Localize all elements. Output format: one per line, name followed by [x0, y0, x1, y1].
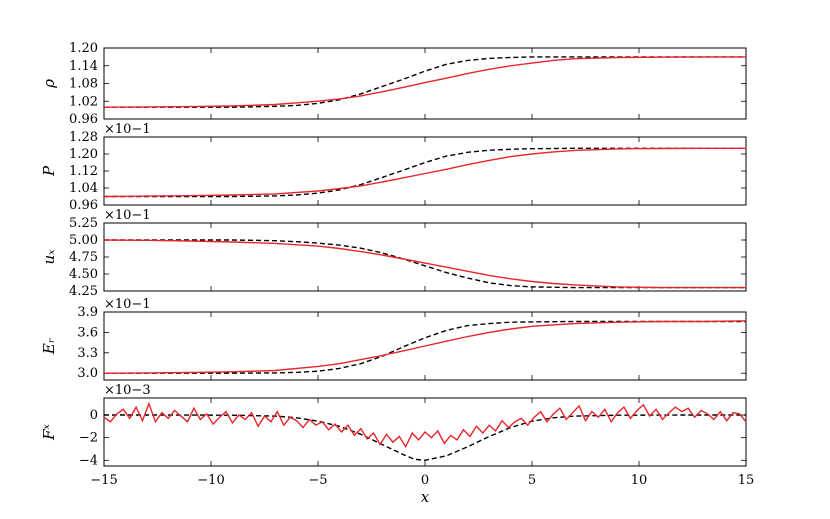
y-tick-label: 1.04	[69, 181, 98, 196]
y-tick-label: 1.28	[69, 130, 98, 145]
series-line-0	[104, 147, 746, 198]
exponent-label: ×10−1	[104, 208, 151, 223]
y-tick-label: 5.00	[69, 233, 98, 248]
panel-4: 0 −2 −4 Fˣ ×10−3	[40, 383, 747, 468]
exponent-label: ×10−1	[104, 122, 151, 137]
y-tick-label: 5.25	[69, 216, 98, 231]
series-line-0	[104, 320, 746, 374]
y-axis-label: Eᵣ	[40, 338, 58, 355]
axes-frame	[103, 136, 747, 206]
series-line-1	[103, 320, 747, 374]
y-tick-label: 4.50	[69, 267, 98, 282]
y-tick-label: 1.12	[69, 164, 98, 179]
axes-frame	[103, 222, 747, 292]
y-tick-label: 4.75	[69, 250, 98, 265]
series-line-1	[103, 239, 746, 289]
y-tick-label: 0	[90, 408, 98, 423]
exponent-label: ×10−1	[104, 297, 151, 312]
y-tick-label: −2	[79, 431, 98, 446]
y-axis-label: uₓ	[40, 249, 58, 265]
exponent-label: ×10−3	[104, 383, 151, 398]
x-axis-label: x	[421, 488, 430, 506]
y-tick-label: 1.20	[69, 147, 98, 162]
x-tick-label: −15	[90, 473, 117, 488]
x-tick-label: −5	[308, 473, 327, 488]
y-tick-label: 3.9	[77, 305, 98, 320]
x-tick-label: 10	[631, 473, 648, 488]
y-tick-label: 0.96	[69, 112, 98, 127]
y-tick-label: 3.0	[77, 366, 98, 381]
y-tick-label: −4	[79, 453, 98, 468]
series-line-1	[103, 147, 746, 198]
series-line-0	[104, 239, 746, 289]
y-tick-label: 4.25	[69, 284, 98, 299]
x-tick-label: −10	[197, 473, 224, 488]
y-tick-label: 0.96	[69, 198, 98, 213]
panel-0: 1.20 1.14 1.08 1.02 0.96 ρ	[40, 41, 747, 127]
y-tick-label: 1.08	[69, 77, 98, 92]
x-tick-label: 15	[738, 473, 755, 488]
series-line-0	[104, 414, 746, 462]
x-tick-label: 5	[528, 473, 536, 488]
y-axis-label: P	[40, 165, 58, 177]
x-tick-label: 0	[421, 473, 429, 488]
y-tick-label: 3.3	[77, 346, 98, 361]
y-axis-label: ρ	[40, 79, 58, 89]
y-tick-label: 3.6	[77, 325, 98, 340]
panel-3: 3.9 3.6 3.3 3.0 Eᵣ ×10−1	[40, 297, 747, 381]
series-line-1	[103, 401, 747, 449]
axes-frame	[103, 47, 747, 120]
y-axis-label: Fˣ	[40, 423, 58, 440]
panel-2: 5.25 5.00 4.75 4.50 4.25 uₓ ×10−1	[40, 208, 747, 299]
series-line-0	[104, 56, 746, 108]
y-tick-label: 1.02	[69, 94, 98, 109]
panel-1: 1.28 1.20 1.12 1.04 0.96 P ×10−1	[40, 122, 747, 213]
series-line-1	[103, 56, 746, 108]
y-tick-label: 1.14	[69, 59, 98, 74]
y-tick-label: 1.20	[69, 41, 98, 56]
